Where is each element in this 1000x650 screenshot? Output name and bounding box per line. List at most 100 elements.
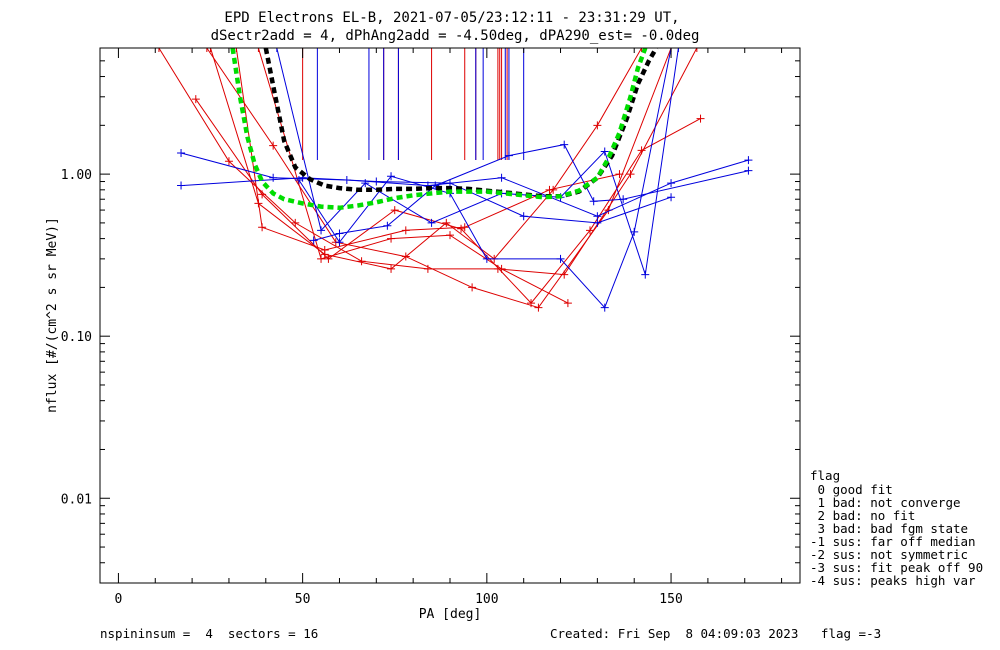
blue-data-point: [519, 212, 528, 221]
red-data-point: [224, 157, 233, 166]
red-data-point: [692, 48, 701, 52]
y-axis-label: nflux [#/(cm^2 s sr MeV)]: [45, 217, 60, 413]
plot-frame: [99, 47, 801, 584]
blue-data-point: [335, 238, 344, 247]
red-data-point: [401, 226, 410, 235]
red-data-point: [615, 170, 624, 179]
red-data-point: [545, 185, 554, 194]
red-data-point: [320, 246, 329, 255]
red-data-point: [269, 141, 278, 150]
blue-data-point: [317, 226, 326, 235]
red-data-point: [254, 48, 263, 52]
x-tick-label: 100: [475, 592, 498, 607]
red-data-point: [202, 48, 211, 52]
red-series-line: [257, 48, 569, 304]
legend-title: flag: [810, 468, 840, 483]
blue-data-point: [593, 212, 602, 221]
red-data-point: [460, 223, 469, 232]
red-data-point: [626, 170, 635, 179]
red-data-point: [696, 114, 705, 123]
blue-data-point: [667, 179, 676, 188]
blue-data-point: [309, 236, 318, 245]
red-data-point: [317, 254, 326, 263]
red-data-point: [390, 206, 399, 215]
red-data-point: [206, 48, 215, 52]
blue-data-point: [294, 175, 303, 184]
red-data-point: [154, 48, 163, 52]
blue-data-point: [560, 140, 569, 149]
red-data-point: [563, 299, 572, 308]
blue-data-point: [667, 193, 676, 202]
legend: flag 0 good fit 1 bad: not converge 2 ba…: [810, 468, 983, 588]
chart-title-line1: EPD Electrons EL-B, 2021-07-05/23:12:11 …: [224, 10, 679, 26]
red-data-point: [191, 95, 200, 104]
y-tick-label: 1.00: [61, 168, 92, 183]
legend-item: 1 bad: not converge: [810, 495, 961, 510]
legend-item: -1 sus: far off median: [810, 534, 976, 549]
legend-item: -3 sus: fit peak off 90: [810, 560, 983, 575]
blue-data-point: [674, 48, 683, 52]
legend-item: 2 bad: no fit: [810, 508, 915, 523]
red-data-point: [457, 224, 466, 233]
legend-item: 0 good fit: [810, 482, 893, 497]
blue-data-point: [177, 148, 186, 157]
green-fit-curve: [230, 48, 648, 211]
red-data-point: [593, 121, 602, 130]
blue-data-point: [177, 181, 186, 190]
blue-data-point: [556, 254, 565, 263]
y-axis: 0.01 0.10 1.00: [61, 60, 800, 564]
red-series-line: [210, 48, 643, 270]
x-tick-label: 0: [115, 592, 123, 607]
red-data-point: [357, 257, 366, 266]
red-data-point: [324, 254, 333, 263]
legend-item: 3 bad: bad fgm state: [810, 521, 968, 536]
chart-title-line2: dSectr2add = 4, dPhAng2add = -4.50deg, d…: [211, 28, 700, 44]
red-data-point: [401, 252, 410, 261]
red-data-point: [637, 48, 646, 52]
x-axis-label: PA [deg]: [419, 607, 482, 622]
red-data-point: [423, 264, 432, 273]
footer-right: Created: Fri Sep 8 04:09:03 2023 flag =-…: [550, 626, 881, 641]
red-data-point: [446, 231, 454, 240]
blue-data-point: [342, 175, 351, 184]
x-axis: 0 50 100 150: [115, 48, 783, 607]
blue-data-point: [383, 221, 392, 230]
blue-data-point: [427, 218, 436, 227]
blue-data-point: [272, 48, 281, 52]
red-data-point: [442, 218, 451, 227]
red-data-point: [232, 48, 241, 52]
legend-item: -4 sus: peaks high var: [810, 573, 976, 588]
legend-item: -2 sus: not symmetric: [810, 547, 968, 562]
blue-data-point: [589, 197, 598, 206]
blue-data-point: [387, 172, 396, 181]
y-tick-label: 0.10: [61, 330, 92, 345]
blue-series-line: [180, 152, 749, 217]
x-tick-label: 150: [659, 592, 682, 607]
footer-left: nspininsum = 4 sectors = 16: [100, 626, 318, 641]
blue-data-point: [744, 166, 753, 175]
red-series-line: [206, 48, 672, 309]
black-fit-curve: [263, 48, 659, 199]
red-data-point: [468, 283, 477, 292]
blue-data-point: [593, 218, 602, 227]
blue-data-point: [744, 156, 753, 165]
red-data-point: [291, 218, 300, 227]
blue-data-point: [431, 181, 440, 190]
x-tick-label: 50: [295, 592, 311, 607]
blue-data-point: [497, 173, 506, 182]
blue-data-point: [641, 270, 650, 279]
blue-data-point: [504, 151, 513, 160]
red-data-point: [387, 264, 396, 273]
red-data-point: [387, 234, 396, 243]
blue-data-point: [482, 254, 491, 263]
red-data-point: [534, 303, 543, 312]
blue-data-point: [269, 173, 278, 182]
blue-data-point: [600, 303, 609, 312]
blue-data-point: [335, 229, 344, 238]
y-tick-label: 0.01: [61, 492, 92, 507]
red-data-point: [497, 264, 506, 273]
blue-series-line: [276, 48, 679, 275]
plot-area: [154, 48, 753, 312]
blue-data-point: [600, 147, 609, 156]
red-data-point: [258, 223, 267, 232]
